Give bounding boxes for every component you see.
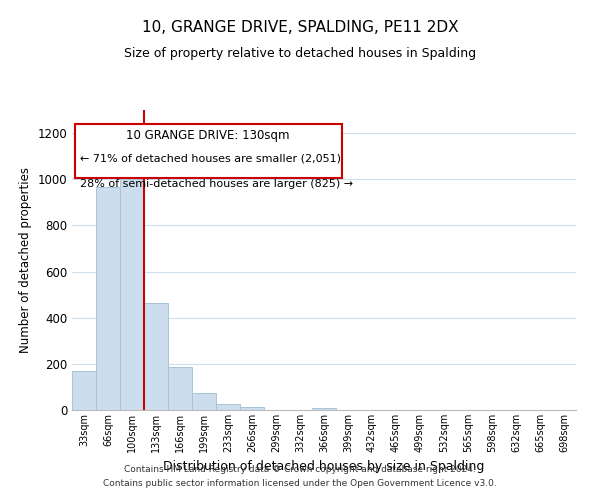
Bar [168,367,192,410]
Text: ← 71% of detached houses are smaller (2,051): ← 71% of detached houses are smaller (2,… [80,154,341,164]
Bar [240,406,264,410]
Bar [72,371,96,410]
Bar [120,179,144,410]
FancyBboxPatch shape [74,124,341,178]
X-axis label: Distribution of detached houses by size in Spalding: Distribution of detached houses by size … [163,460,485,473]
Y-axis label: Number of detached properties: Number of detached properties [19,167,32,353]
Bar [144,302,168,410]
Text: Size of property relative to detached houses in Spalding: Size of property relative to detached ho… [124,48,476,60]
Text: Contains HM Land Registry data © Crown copyright and database right 2024.
Contai: Contains HM Land Registry data © Crown c… [103,466,497,487]
Bar [96,188,120,410]
Text: 28% of semi-detached houses are larger (825) →: 28% of semi-detached houses are larger (… [80,179,353,189]
Bar [312,408,336,410]
Bar [216,404,240,410]
Bar [192,392,216,410]
Text: 10 GRANGE DRIVE: 130sqm: 10 GRANGE DRIVE: 130sqm [127,130,290,142]
Text: 10, GRANGE DRIVE, SPALDING, PE11 2DX: 10, GRANGE DRIVE, SPALDING, PE11 2DX [142,20,458,35]
